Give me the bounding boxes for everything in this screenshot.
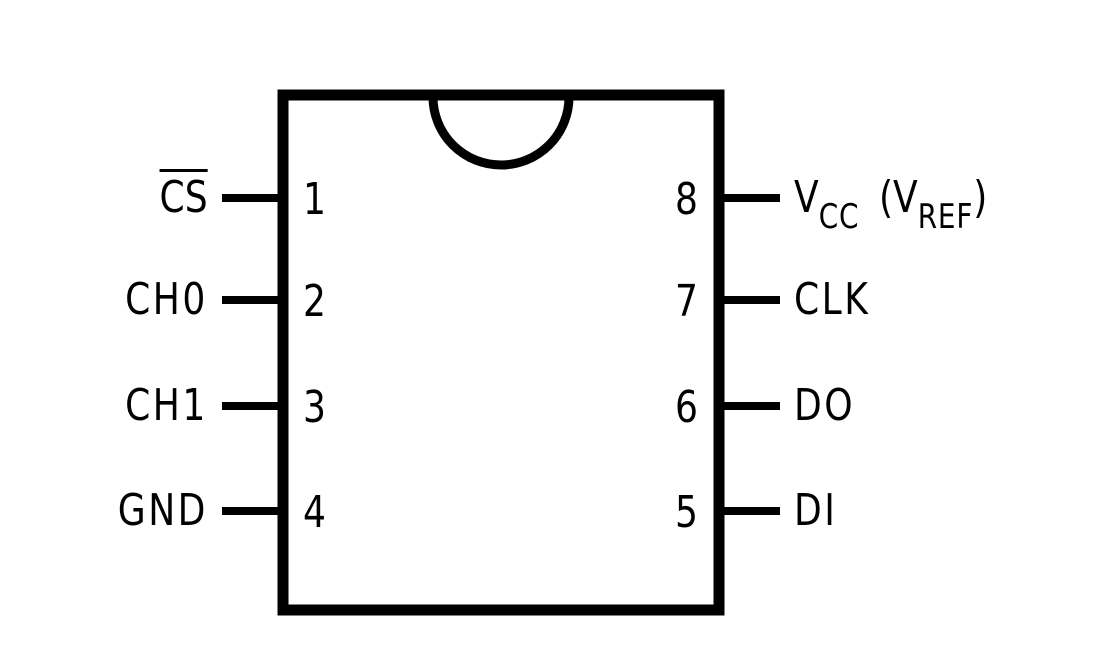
- pin-name-vcc-sub: CC: [818, 197, 860, 237]
- pin-name-vcc: VCC (VREF): [794, 176, 987, 235]
- pin-name-clk: CLK: [794, 274, 871, 325]
- pin-name-ch0: CH0: [125, 274, 208, 325]
- pin-number-5: 5: [675, 487, 698, 538]
- pin-name-vcc-main: V: [794, 172, 819, 223]
- orientation-notch: [428, 96, 574, 170]
- pin-name-gnd: GND: [117, 485, 208, 536]
- pin-number-8: 8: [675, 174, 698, 225]
- pin-name-ch1: CH1: [125, 380, 208, 431]
- pin-name-vref-open: (V: [878, 172, 918, 223]
- pin-number-7: 7: [675, 276, 698, 327]
- chip-body: [277, 89, 725, 616]
- pin-name-do: DO: [794, 380, 856, 431]
- pin-number-1: 1: [303, 174, 326, 225]
- pin-name-di: DI: [794, 485, 838, 536]
- pin-name-cs-text: CS: [159, 172, 208, 223]
- pin-number-3: 3: [303, 382, 326, 433]
- pin-name-cs: CS: [160, 176, 208, 220]
- pin-number-2: 2: [303, 276, 326, 327]
- pin-name-vref-close: ): [973, 172, 988, 223]
- pin-name-vref-sub: REF: [917, 197, 974, 237]
- pin-number-6: 6: [675, 382, 698, 433]
- pin-number-4: 4: [303, 487, 326, 538]
